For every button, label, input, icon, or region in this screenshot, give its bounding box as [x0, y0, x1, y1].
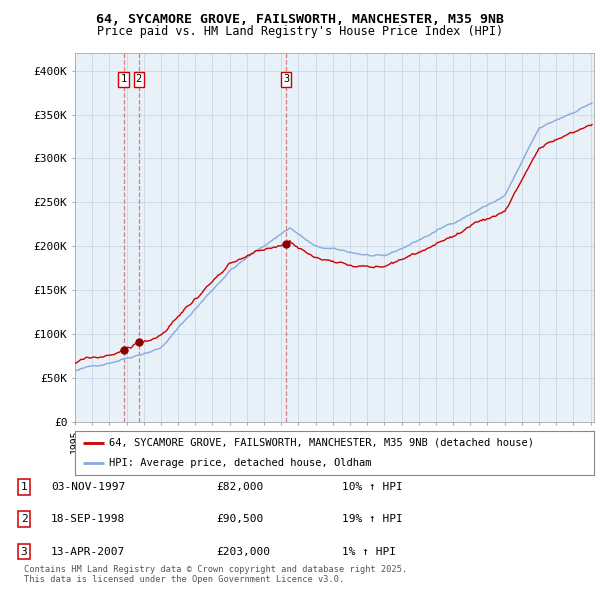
Text: 2: 2 [136, 74, 142, 84]
Text: £90,500: £90,500 [216, 514, 263, 524]
Text: Price paid vs. HM Land Registry's House Price Index (HPI): Price paid vs. HM Land Registry's House … [97, 25, 503, 38]
Text: HPI: Average price, detached house, Oldham: HPI: Average price, detached house, Oldh… [109, 458, 371, 468]
Text: 1: 1 [20, 482, 28, 491]
Text: 19% ↑ HPI: 19% ↑ HPI [342, 514, 403, 524]
Text: 1: 1 [121, 74, 127, 84]
Text: 64, SYCAMORE GROVE, FAILSWORTH, MANCHESTER, M35 9NB (detached house): 64, SYCAMORE GROVE, FAILSWORTH, MANCHEST… [109, 438, 534, 448]
Text: Contains HM Land Registry data © Crown copyright and database right 2025.
This d: Contains HM Land Registry data © Crown c… [24, 565, 407, 584]
Text: 3: 3 [283, 74, 289, 84]
Text: 2: 2 [20, 514, 28, 524]
Text: 13-APR-2007: 13-APR-2007 [51, 547, 125, 556]
Text: 03-NOV-1997: 03-NOV-1997 [51, 482, 125, 491]
Text: £203,000: £203,000 [216, 547, 270, 556]
Text: £82,000: £82,000 [216, 482, 263, 491]
Text: 64, SYCAMORE GROVE, FAILSWORTH, MANCHESTER, M35 9NB: 64, SYCAMORE GROVE, FAILSWORTH, MANCHEST… [96, 13, 504, 26]
Text: 10% ↑ HPI: 10% ↑ HPI [342, 482, 403, 491]
Text: 18-SEP-1998: 18-SEP-1998 [51, 514, 125, 524]
Text: 1% ↑ HPI: 1% ↑ HPI [342, 547, 396, 556]
Text: 3: 3 [20, 547, 28, 556]
